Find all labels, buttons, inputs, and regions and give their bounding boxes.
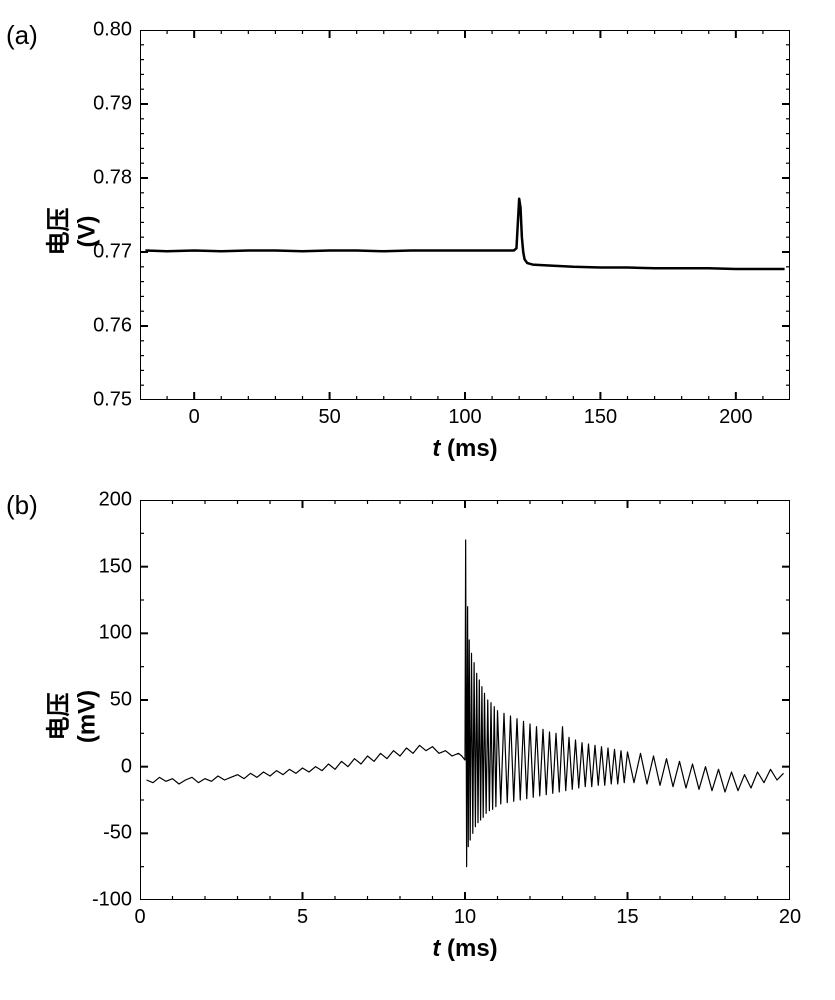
chart-b-ylabel: 电压 (mV)	[39, 677, 102, 757]
ytick-label: -100	[72, 889, 132, 912]
panel-a-label: (a)	[6, 20, 38, 51]
chart-b-xlabel: t (ms)	[140, 935, 790, 963]
xtick-label: 15	[616, 906, 638, 929]
chart-b	[140, 500, 790, 900]
xtick-label: 20	[779, 906, 801, 929]
xtick-label: 10	[454, 906, 476, 929]
ytick-label: -50	[72, 822, 132, 845]
chart-a-ylabel: 电压 (V)	[39, 202, 102, 262]
xtick-label: 5	[297, 906, 308, 929]
ytick-label: 0.76	[72, 315, 132, 338]
ytick-label: 0	[72, 755, 132, 778]
ytick-label: 100	[72, 622, 132, 645]
ytick-label: 0.79	[72, 93, 132, 116]
xtick-label: 0	[134, 906, 145, 929]
xtick-label: 100	[448, 406, 481, 429]
ytick-label: 0.80	[72, 19, 132, 42]
xtick-label: 200	[719, 406, 752, 429]
figure-page: (a) 0.750.760.770.780.790.80 05010015020…	[0, 0, 835, 1000]
xtick-label: 0	[189, 406, 200, 429]
ytick-label: 0.78	[72, 167, 132, 190]
ytick-label: 0.75	[72, 389, 132, 412]
ytick-label: 200	[72, 489, 132, 512]
chart-b-svg	[140, 500, 790, 900]
chart-a-xlabel: t (ms)	[140, 435, 790, 463]
xtick-label: 50	[318, 406, 340, 429]
chart-a-svg	[140, 30, 790, 400]
panel-b-label: (b)	[6, 490, 38, 521]
ytick-label: 150	[72, 555, 132, 578]
chart-a	[140, 30, 790, 400]
xtick-label: 150	[584, 406, 617, 429]
